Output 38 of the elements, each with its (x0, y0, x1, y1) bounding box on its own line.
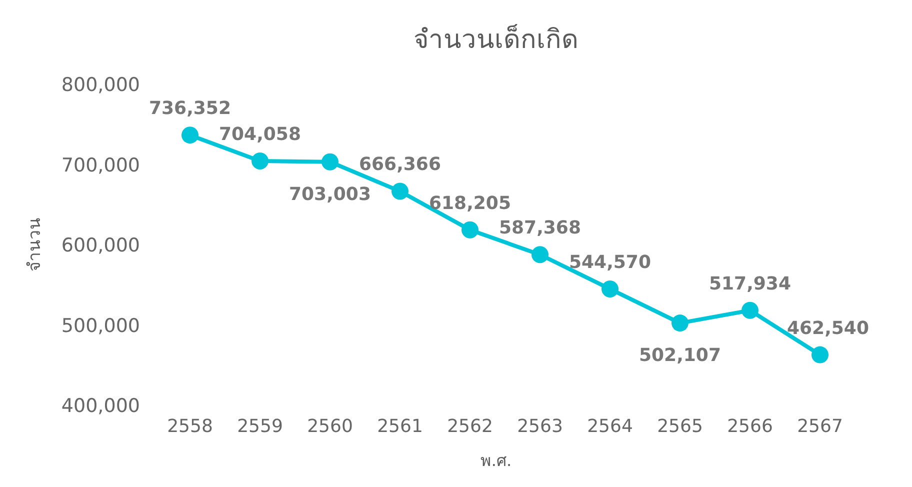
point (602, 280, 618, 298)
point (742, 302, 758, 319)
data-label: 544,570 (569, 252, 651, 273)
y-tick-label: 800,000 (61, 74, 140, 96)
data-label: 517,934 (709, 273, 791, 294)
data-label: 666,366 (359, 154, 441, 176)
y-tick-label: 700,000 (61, 154, 140, 176)
point (392, 182, 408, 200)
data-label: 462,540 (787, 318, 869, 339)
data-label: 703,003 (289, 184, 371, 205)
y-axis-title: จำนวน (25, 218, 45, 272)
point (462, 221, 478, 238)
point (252, 152, 268, 170)
x-tick-label: 2559 (237, 416, 283, 437)
y-tick-label: 500,000 (61, 314, 140, 337)
data-label: 587,368 (499, 218, 581, 239)
point (812, 346, 828, 364)
point (672, 314, 688, 332)
y-tick-label: 400,000 (61, 395, 140, 417)
x-tick-label: 2563 (517, 416, 563, 437)
x-tick-label: 2565 (657, 416, 703, 437)
data-label: 704,058 (219, 124, 301, 145)
x-tick-label: 2562 (447, 416, 493, 437)
x-tick-label: 2564 (587, 416, 633, 437)
data-label: 502,107 (639, 345, 721, 366)
y-tick-label: 600,000 (61, 234, 140, 256)
x-tick-label: 2558 (167, 416, 213, 437)
x-tick-label: 2561 (377, 416, 423, 437)
chart-title: จำนวนเด็กเกิด (414, 23, 578, 55)
x-tick-label: 2567 (797, 416, 843, 437)
data-label: 736,352 (149, 98, 231, 120)
point (322, 153, 338, 170)
point (532, 246, 548, 264)
x-tick-label: 2566 (727, 416, 773, 437)
x-tick-label: 2560 (307, 416, 353, 437)
point (182, 126, 198, 144)
x-axis-title: พ.ศ. (480, 451, 512, 470)
data-label: 618,205 (429, 192, 511, 214)
